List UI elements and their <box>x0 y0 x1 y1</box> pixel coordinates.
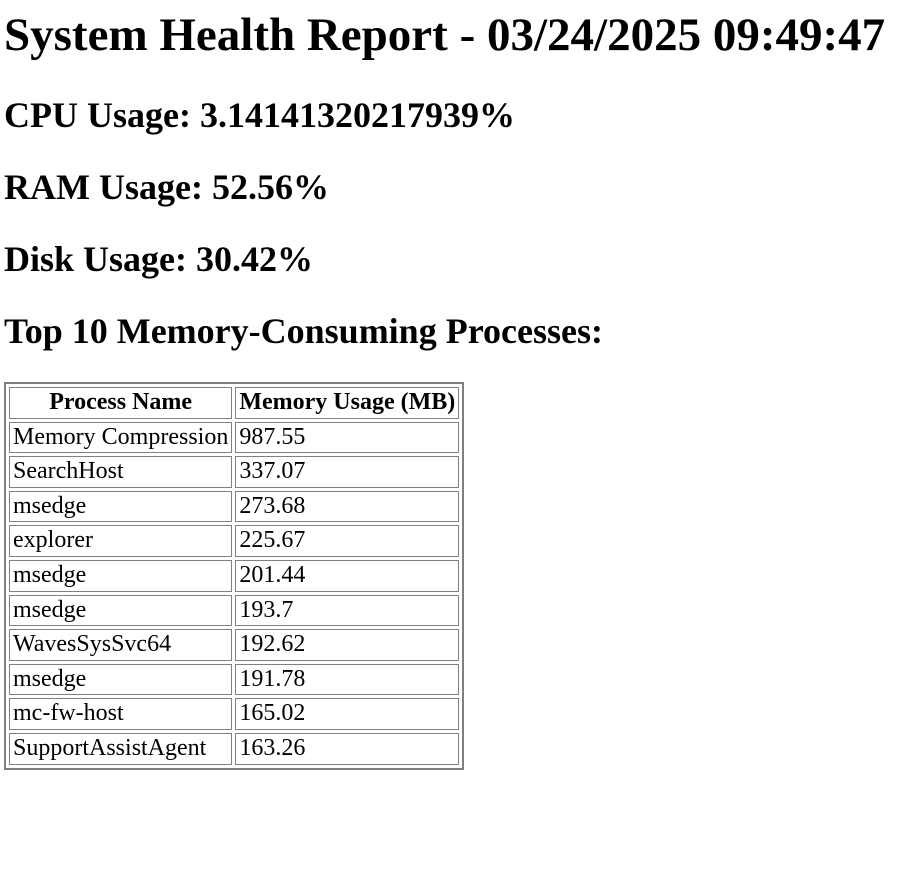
process-table: Process Name Memory Usage (MB) Memory Co… <box>4 382 465 770</box>
ram-usage-heading: RAM Usage: 52.56% <box>4 167 329 207</box>
table-row: msedge 201.44 <box>9 559 460 592</box>
process-name-cell: msedge <box>9 594 233 627</box>
report-title: System Health Report - 03/24/2025 09:49:… <box>4 9 886 61</box>
cpu-usage-heading: CPU Usage: 3.14141320217939% <box>4 95 515 135</box>
memory-usage-cell: 193.7 <box>235 594 460 627</box>
process-name-cell: msedge <box>9 663 233 696</box>
memory-usage-cell: 225.67 <box>235 525 460 557</box>
table-row: Memory Compression 987.55 <box>9 421 460 454</box>
memory-usage-cell: 163.26 <box>235 732 460 765</box>
table-row: msedge 273.68 <box>9 490 460 523</box>
header-row: Process Name Memory Usage (MB) <box>9 387 460 419</box>
memory-usage-cell: 273.68 <box>235 490 460 523</box>
process-name-cell: SearchHost <box>9 456 233 488</box>
processes-heading: Top 10 Memory-Consuming Processes: <box>4 311 603 351</box>
table-row: WavesSysSvc64 192.62 <box>9 629 460 661</box>
table-row: explorer 225.67 <box>9 525 460 557</box>
memory-usage-cell: 201.44 <box>235 559 460 592</box>
process-name-cell: Memory Compression <box>9 421 233 454</box>
process-table-body: Memory Compression 987.55 SearchHost 337… <box>9 421 460 765</box>
process-table-header: Process Name Memory Usage (MB) <box>9 387 460 419</box>
memory-usage-cell: 987.55 <box>235 421 460 454</box>
memory-usage-header: Memory Usage (MB) <box>235 387 460 419</box>
process-name-cell: mc-fw-host <box>9 698 233 730</box>
memory-usage-cell: 165.02 <box>235 698 460 730</box>
memory-usage-cell: 191.78 <box>235 663 460 696</box>
table-row: SearchHost 337.07 <box>9 456 460 488</box>
table-row: msedge 193.7 <box>9 594 460 627</box>
process-name-cell: msedge <box>9 559 233 592</box>
process-name-cell: msedge <box>9 490 233 523</box>
disk-usage-heading: Disk Usage: 30.42% <box>4 239 314 279</box>
table-row: mc-fw-host 165.02 <box>9 698 460 730</box>
process-name-header: Process Name <box>9 387 233 419</box>
memory-usage-cell: 192.62 <box>235 629 460 661</box>
memory-usage-cell: 337.07 <box>235 456 460 488</box>
table-row: SupportAssistAgent 163.26 <box>9 732 460 765</box>
process-name-cell: WavesSysSvc64 <box>9 629 233 661</box>
table-row: msedge 191.78 <box>9 663 460 696</box>
process-name-cell: SupportAssistAgent <box>9 732 233 765</box>
process-name-cell: explorer <box>9 525 233 557</box>
